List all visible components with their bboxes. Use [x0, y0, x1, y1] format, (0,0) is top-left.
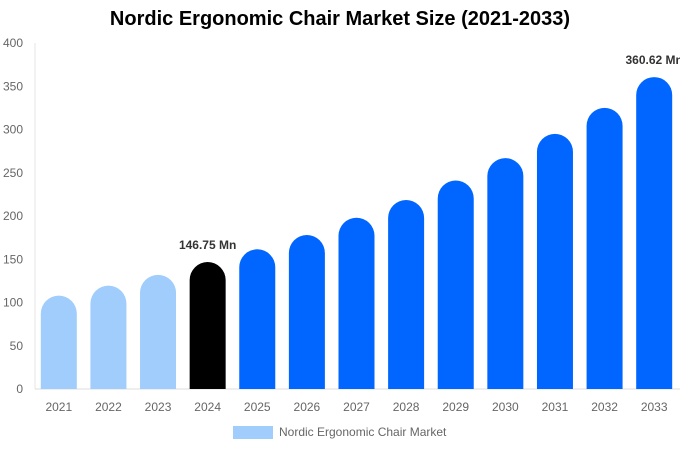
chart-title: Nordic Ergonomic Chair Market Size (2021… — [109, 8, 571, 30]
y-tick-label: 0 — [16, 382, 23, 396]
bar-2028 — [388, 199, 425, 389]
bar-2022 — [90, 285, 127, 389]
bar-2025 — [239, 249, 276, 389]
bar-2031 — [536, 133, 573, 389]
y-tick-label: 50 — [10, 339, 24, 353]
x-tick-label: 2021 — [45, 400, 72, 414]
y-tick-label: 350 — [3, 79, 23, 93]
bar-2030 — [487, 158, 524, 389]
y-tick-label: 100 — [3, 296, 23, 310]
y-tick-label: 300 — [3, 123, 23, 137]
y-tick-label: 150 — [3, 252, 23, 266]
bar-2032 — [586, 107, 623, 390]
bar-2029 — [437, 180, 474, 389]
x-tick-label: 2028 — [393, 400, 420, 414]
bar-2023 — [140, 274, 177, 389]
x-tick-label: 2029 — [442, 400, 469, 414]
legend-label: Nordic Ergonomic Chair Market — [279, 425, 447, 439]
x-tick-label: 2022 — [95, 400, 122, 414]
x-tick-label: 2032 — [591, 400, 618, 414]
x-tick-label: 2026 — [294, 400, 321, 414]
data-label: 360.62 Mn — [626, 53, 680, 67]
x-tick-label: 2024 — [194, 400, 221, 414]
legend[interactable]: Nordic Ergonomic Chair Market — [233, 425, 446, 439]
y-tick-label: 400 — [3, 36, 23, 50]
x-tick-label: 2025 — [244, 400, 271, 414]
x-tick-label: 2033 — [641, 400, 668, 414]
x-tick-label: 2030 — [492, 400, 519, 414]
x-tick-label: 2023 — [145, 400, 172, 414]
bar-2027 — [338, 217, 375, 389]
y-tick-label: 250 — [3, 166, 23, 180]
bar-2033 — [636, 77, 673, 389]
x-tick-label: 2031 — [542, 400, 569, 414]
data-label: 146.75 Mn — [179, 238, 236, 252]
bar-2021 — [40, 295, 77, 389]
bar-2026 — [288, 235, 325, 389]
y-tick-label: 200 — [3, 209, 23, 223]
legend-swatch — [233, 425, 273, 439]
bar-2024 — [189, 262, 226, 389]
x-tick-label: 2027 — [343, 400, 370, 414]
